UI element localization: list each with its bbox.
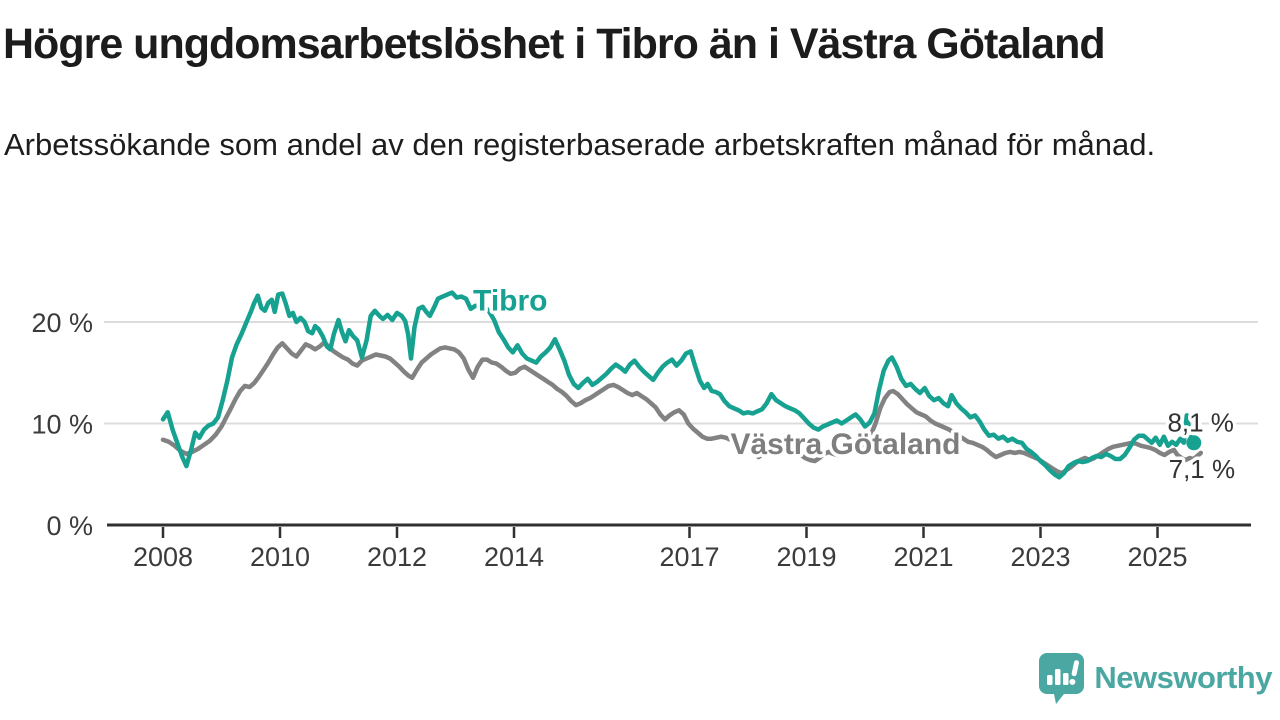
page-title: Högre ungdomsarbetslöshet i Tibro än i V… [3,20,1106,68]
latest-value-dot [1186,435,1202,451]
end-value-label: 8,1 % [1167,407,1234,437]
newsworthy-branding: Newsworthy [1038,652,1272,704]
x-tick-label: 2023 [1010,542,1070,572]
series-label: Tibro [473,285,547,318]
series-label: Västra Götaland [730,428,960,461]
y-tick-label: 0 % [46,511,93,541]
x-tick-label: 2010 [250,542,310,572]
x-tick-label: 2025 [1127,542,1187,572]
newsworthy-logo-text: Newsworthy [1094,660,1272,695]
x-tick-label: 2012 [367,542,427,572]
x-tick-label: 2021 [893,542,953,572]
line-tibro [160,290,1197,480]
x-tick-label: 2014 [484,542,544,572]
chart-subtitle: Arbetssökande som andel av den registerb… [4,127,1156,162]
y-tick-label: 20 % [31,308,93,338]
x-tick-label: 2008 [133,542,193,572]
x-tick-label: 2019 [776,542,836,572]
end-value-label: 7,1 % [1169,454,1236,484]
x-tick-label: 2017 [659,542,719,572]
newsworthy-logo-icon [1039,653,1085,704]
y-tick-label: 10 % [31,410,93,440]
